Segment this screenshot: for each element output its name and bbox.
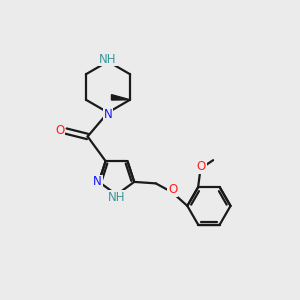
- Text: N: N: [103, 108, 112, 122]
- Text: O: O: [56, 124, 64, 137]
- Text: O: O: [168, 184, 178, 196]
- Text: NH: NH: [108, 191, 125, 204]
- Text: NH: NH: [99, 52, 117, 66]
- Text: O: O: [196, 160, 206, 173]
- Text: N: N: [93, 176, 102, 188]
- Polygon shape: [112, 95, 130, 100]
